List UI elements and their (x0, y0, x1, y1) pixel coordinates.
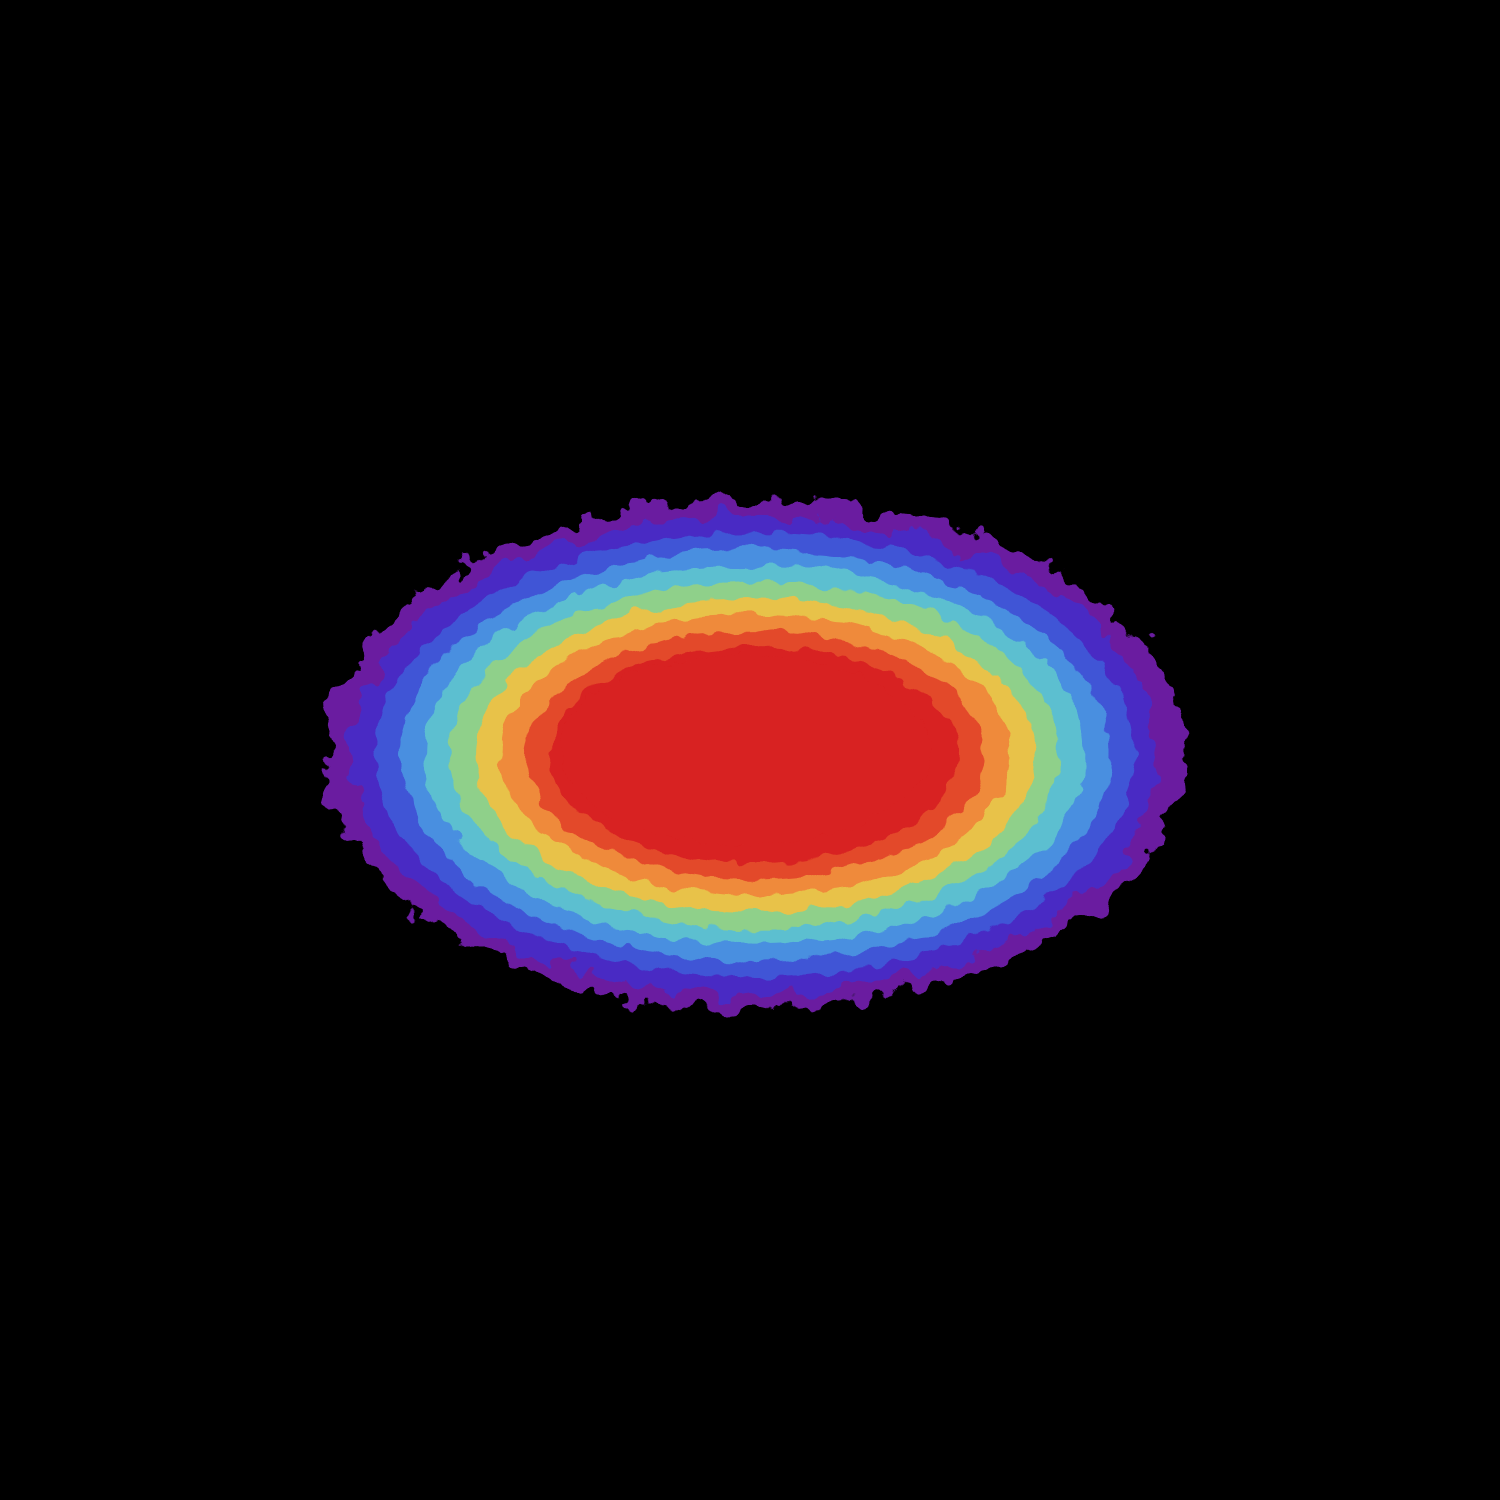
heat-core (560, 655, 930, 845)
heat-blob (325, 500, 1185, 1010)
